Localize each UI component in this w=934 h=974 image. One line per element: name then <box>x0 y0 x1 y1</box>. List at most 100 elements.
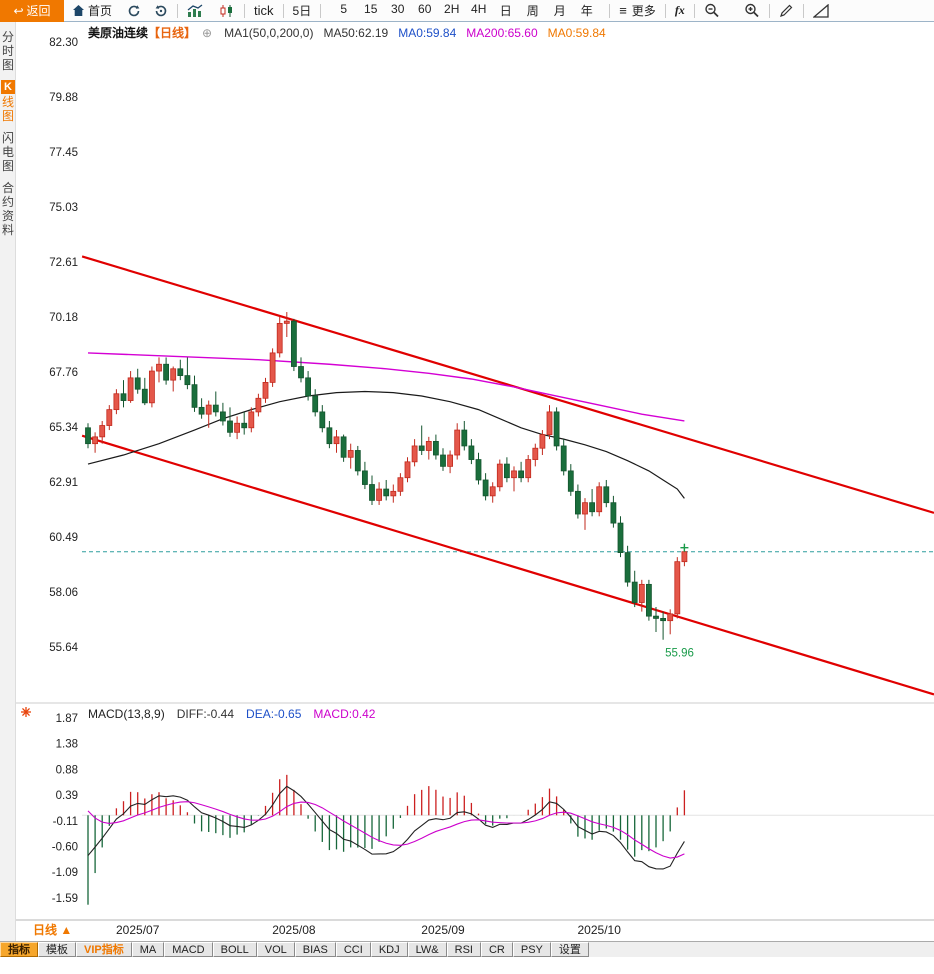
tab-cci[interactable]: CCI <box>335 942 371 957</box>
timeframe-group: 5 15 30 60 2H 4H 日周月年 <box>330 2 600 19</box>
tab-settings[interactable]: 设置 <box>550 942 589 957</box>
period-label[interactable]: 日线 ▲ <box>33 922 72 937</box>
tab-indicators[interactable]: 指标 <box>0 942 38 957</box>
candlestick-series[interactable] <box>85 312 688 640</box>
tab-lw[interactable]: LW& <box>407 942 447 957</box>
timeframe-30[interactable]: 30 <box>391 2 405 16</box>
candle-body <box>212 404 219 413</box>
candle-body <box>518 470 525 479</box>
svg-text:67.76: 67.76 <box>49 367 78 379</box>
candle-body <box>283 320 290 324</box>
more-button[interactable]: ≡ 更多 <box>619 3 656 18</box>
sidebar-item-contract-info[interactable]: 合约资料 <box>1 181 14 237</box>
candle-body <box>219 411 226 422</box>
tab-bias[interactable]: BIAS <box>294 942 336 957</box>
ruler-icon[interactable] <box>812 3 829 18</box>
candle-body <box>617 522 624 553</box>
candle-body <box>624 552 631 583</box>
zoom-in-icon[interactable] <box>744 3 760 18</box>
timeframe-2H[interactable]: 2H <box>444 2 460 16</box>
svg-text:-1.09: -1.09 <box>52 867 78 879</box>
tab-ma[interactable]: MA <box>131 942 165 957</box>
candle-body <box>454 429 461 456</box>
indicator-tab-bar: 指标 模板 VIP指标 MA MACD BOLL VOL BIAS CCI KDJ LW& RSI CR… <box>0 941 934 957</box>
candle-body <box>397 477 404 492</box>
home-button[interactable]: 首页 <box>72 2 112 19</box>
chart-header-legend: 美原油连续【日线】 ⊕ MA1(50,0,200,0) MA50:62.19 MA0:5… <box>88 25 606 40</box>
tab-boll[interactable]: BOLL <box>212 942 257 957</box>
candle-body <box>503 463 510 479</box>
back-button[interactable]: ↩ 返回 <box>0 0 64 22</box>
home-icon <box>72 4 85 17</box>
timeframe-60[interactable]: 60 <box>418 2 432 16</box>
svg-text:58.06: 58.06 <box>49 587 78 599</box>
tab-cr[interactable]: CR <box>480 942 513 957</box>
tab-psy[interactable]: PSY <box>512 942 551 957</box>
trend-channel-lines[interactable] <box>81 255 934 696</box>
candle-body <box>425 440 432 451</box>
svg-text:55.96: 55.96 <box>665 648 694 660</box>
draw-pencil-icon[interactable] <box>779 3 794 18</box>
svg-text:2025/10: 2025/10 <box>578 923 622 937</box>
candle-body <box>440 454 446 467</box>
candle-body <box>191 384 198 408</box>
candle-body <box>596 486 603 513</box>
candle-body <box>390 490 397 497</box>
tab-kdj[interactable]: KDJ <box>370 942 408 957</box>
fx-button[interactable]: fx <box>674 3 685 17</box>
macd-lines <box>87 785 685 870</box>
zoom-out-icon[interactable] <box>704 3 720 18</box>
candle-body <box>631 581 638 603</box>
tab-macd[interactable]: MACD <box>164 942 213 957</box>
toolbar-separator <box>177 3 179 18</box>
svg-text:65.34: 65.34 <box>49 422 78 434</box>
candle-body <box>681 551 688 563</box>
candle-body <box>184 375 191 386</box>
candle-body <box>92 436 98 445</box>
candle-body <box>248 411 255 429</box>
svg-text:60.49: 60.49 <box>49 532 78 544</box>
refresh-icon[interactable] <box>127 4 141 18</box>
tab-vol[interactable]: VOL <box>256 942 295 957</box>
timeframe-5[interactable]: 5 <box>340 2 348 16</box>
candle-body <box>120 393 127 401</box>
candle-body <box>418 445 425 451</box>
timeframe-日[interactable]: 日 <box>499 4 512 18</box>
candle-body <box>141 388 148 404</box>
tick-button[interactable]: tick <box>254 3 274 18</box>
indicator-settings-icon[interactable] <box>21 707 31 717</box>
tab-vip-indicators[interactable]: VIP指标 <box>76 942 132 957</box>
svg-text:77.45: 77.45 <box>49 147 78 159</box>
price-axis-labels: 82.30 79.88 77.45 75.03 72.61 70.18 67.76 65.34… <box>49 37 78 654</box>
timeframe-周[interactable]: 周 <box>526 4 539 18</box>
candle-body <box>234 422 241 433</box>
timeframe-月[interactable]: 月 <box>553 4 566 18</box>
timeframe-年[interactable]: 年 <box>580 4 593 18</box>
candle-body <box>560 445 567 472</box>
sidebar-item-kline-chart[interactable]: K 线图 <box>1 80 15 123</box>
toolbar-separator <box>282 3 284 18</box>
timeframe-4H[interactable]: 4H <box>471 2 487 16</box>
five-day-button[interactable]: 5日 <box>292 4 312 18</box>
line-chart-icon[interactable] <box>187 3 203 18</box>
tab-templates[interactable]: 模板 <box>38 942 76 957</box>
sidebar-item-time-share-chart[interactable]: 分时图 <box>1 30 14 72</box>
candle-body <box>241 422 248 429</box>
candle-body <box>106 409 113 426</box>
candle-body <box>134 377 141 390</box>
candle-body <box>432 440 439 456</box>
chart-canvas[interactable]: 55.96 82.30 79.88 77.45 75.03 72.61 70.18 67.76… <box>16 22 934 941</box>
candle-body <box>447 454 454 467</box>
candle-body <box>482 479 489 497</box>
sidebar-item-lightning-chart[interactable]: 闪电图 <box>1 131 14 173</box>
candle-body <box>575 490 581 515</box>
dea-line <box>87 801 685 859</box>
tab-rsi[interactable]: RSI <box>446 942 481 957</box>
candlestick-chart-icon[interactable] <box>219 4 235 18</box>
timeframe-15[interactable]: 15 <box>364 2 378 16</box>
auto-refresh-icon[interactable] <box>154 4 168 18</box>
svg-text:72.61: 72.61 <box>49 257 78 269</box>
svg-text:0.88: 0.88 <box>56 765 78 777</box>
